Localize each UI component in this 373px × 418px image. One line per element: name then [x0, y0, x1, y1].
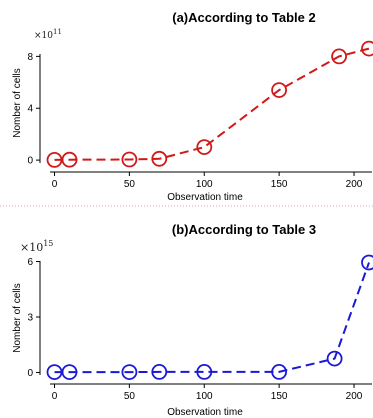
y-ticks-b: 0 3 6 [27, 257, 40, 379]
y-tick-label: 3 [27, 313, 33, 324]
chart-panel-a: (a)According to Table 2 ×1011 Nomber of … [12, 10, 373, 203]
series-b [46, 254, 373, 381]
data-point [361, 40, 373, 57]
x-tick-label: 200 [346, 179, 363, 190]
data-point [271, 363, 288, 380]
data-point [46, 151, 63, 168]
y-axis-label-b: Nomber of cells [12, 283, 23, 352]
chart-title-b: (b)According to Table 3 [172, 222, 316, 237]
y-tick-label: 0 [27, 368, 33, 379]
x-ticks-a: 0 50 100 150 200 [52, 172, 363, 190]
x-tick-label: 150 [271, 179, 288, 190]
series-a [46, 40, 373, 168]
y-multiplier-b: ×1015 [20, 239, 53, 254]
x-tick-label: 0 [52, 179, 58, 190]
data-point [326, 350, 343, 367]
data-point [61, 151, 78, 168]
data-point [196, 363, 213, 380]
y-tick-label: 0 [27, 156, 33, 167]
x-tick-label: 50 [124, 179, 136, 190]
data-point [331, 48, 348, 65]
x-tick-label: 150 [271, 391, 288, 402]
y-tick-label: 6 [27, 257, 33, 268]
data-point [151, 363, 168, 380]
series-line [54, 47, 370, 161]
y-multiplier-a: ×1011 [34, 28, 62, 41]
data-point [151, 150, 168, 167]
x-axis-label-a: Observation time [167, 192, 243, 203]
chart-title-a: (a)According to Table 2 [172, 10, 316, 25]
data-point [271, 82, 288, 98]
y-ticks-a: 0 4 8 [27, 52, 40, 167]
x-tick-label: 50 [124, 391, 136, 402]
series-line [54, 262, 370, 374]
x-tick-label: 0 [52, 391, 58, 402]
data-point [121, 364, 138, 381]
x-tick-label: 100 [196, 391, 213, 402]
y-tick-label: 4 [27, 104, 33, 115]
y-axis-label-a: Nomber of cells [12, 68, 23, 137]
data-point [46, 364, 63, 381]
chart-panel-b: (b)According to Table 3 ×1015 Nomber of … [12, 222, 373, 418]
y-tick-label: 8 [27, 52, 33, 63]
x-axis-label-b: Observation time [167, 407, 243, 418]
data-point [61, 364, 78, 381]
x-ticks-b: 0 50 100 150 200 [52, 384, 363, 402]
data-point [121, 151, 138, 168]
x-tick-label: 100 [196, 179, 213, 190]
data-point [361, 254, 373, 271]
x-tick-label: 200 [346, 391, 363, 402]
data-point [196, 139, 213, 156]
